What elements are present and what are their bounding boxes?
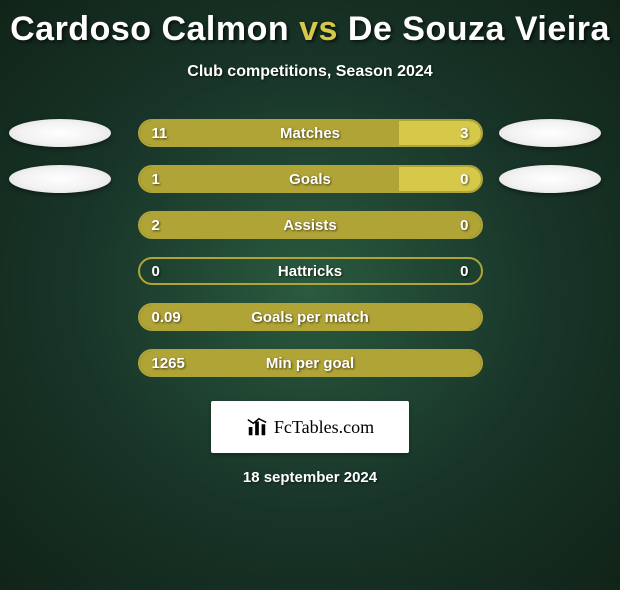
subtitle: Club competitions, Season 2024 — [0, 63, 620, 81]
stat-value-left: 0 — [140, 259, 172, 283]
stat-bar-left-fill — [140, 167, 399, 191]
stat-bar: Assists20 — [138, 211, 483, 239]
stat-row: Matches113 — [0, 119, 620, 147]
stat-bar-left-fill — [140, 305, 481, 329]
stat-bar: Min per goal1265 — [138, 349, 483, 377]
page-title: Cardoso Calmon vs De Souza Vieira — [0, 10, 620, 49]
stat-row: Hattricks0 0 — [0, 257, 620, 285]
player-oval-right — [499, 165, 601, 193]
stat-value-right: 0 — [448, 259, 480, 283]
stat-row: Goals10 — [0, 165, 620, 193]
stat-bar: Goals per match0.09 — [138, 303, 483, 331]
title-player2: De Souza Vieira — [348, 10, 610, 48]
stat-bar: Matches113 — [138, 119, 483, 147]
logo-box: FcTables.com — [211, 401, 409, 453]
stat-bar-left-fill — [140, 213, 481, 237]
player-oval-left — [9, 119, 111, 147]
stat-label: Hattricks — [140, 259, 481, 283]
stat-row: Min per goal1265 — [0, 349, 620, 377]
stat-row: Assists20 — [0, 211, 620, 239]
player-oval-left — [9, 165, 111, 193]
title-vs: vs — [299, 10, 338, 48]
stat-bar: Goals10 — [138, 165, 483, 193]
stat-bar-right-fill — [399, 167, 481, 191]
stats-rows: Matches113 Goals10 Assists20 Hattricks0 0 Goa… — [0, 119, 620, 377]
stat-row: Goals per match0.09 — [0, 303, 620, 331]
date-text: 18 september 2024 — [0, 469, 620, 486]
stat-bar-left-fill — [140, 121, 399, 145]
bar-chart-icon — [246, 416, 268, 438]
stat-bar-right-fill — [399, 121, 481, 145]
stat-bar: Hattricks0 0 — [138, 257, 483, 285]
title-player1: Cardoso Calmon — [10, 10, 289, 48]
stat-bar-left-fill — [140, 351, 481, 375]
logo-text: FcTables.com — [274, 417, 374, 438]
player-oval-right — [499, 119, 601, 147]
